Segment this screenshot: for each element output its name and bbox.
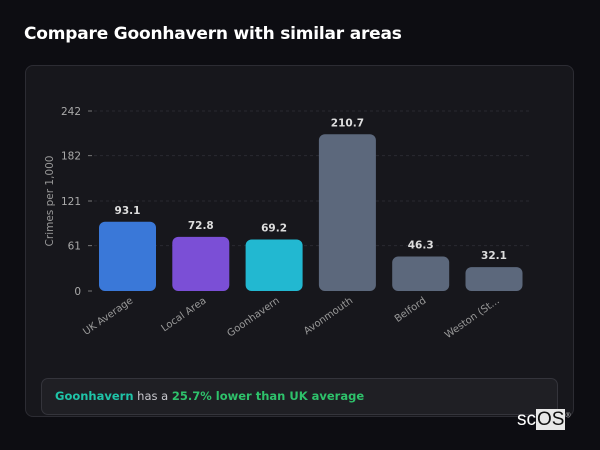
x-tick-label: UK Average [81, 295, 135, 337]
x-tick-label: Avonmouth [302, 295, 355, 337]
page-title: Compare Goonhavern with similar areas [24, 24, 402, 44]
x-tick-label: Belford [393, 295, 429, 324]
scos-logo: scOS® [517, 409, 571, 431]
y-tick-label: 121 [61, 196, 81, 208]
bar-5 [465, 267, 523, 291]
summary-area: Goonhavern [55, 389, 134, 403]
summary-text: has a [133, 389, 172, 403]
bar-0 [99, 221, 156, 291]
bar-4 [392, 256, 450, 291]
y-axis-label: Crimes per 1,000 [44, 156, 56, 247]
y-tick-label: 61 [68, 241, 81, 253]
bar-2 [245, 239, 303, 291]
y-tick-label: 182 [61, 151, 81, 163]
summary-highlight: 25.7% lower than UK average [171, 389, 365, 403]
logo-suffix: OS [536, 409, 566, 430]
logo-prefix: sc [517, 409, 536, 430]
data-label: 210.7 [331, 117, 364, 129]
data-label: 69.2 [261, 223, 287, 235]
x-tick-label: Goonhavern [225, 295, 281, 339]
y-tick-label: 242 [61, 106, 81, 118]
logo-mark: ® [565, 412, 571, 420]
x-tick-label: Local Area [160, 295, 209, 334]
comparison-summary: Goonhavern has a 25.7% lower than UK ave… [41, 378, 558, 415]
bar-3 [318, 134, 376, 291]
data-label: 32.1 [481, 250, 507, 262]
bar-1 [172, 236, 230, 291]
data-label: 46.3 [408, 240, 434, 252]
x-tick-label: Weston (St... [443, 295, 502, 341]
data-label: 93.1 [115, 205, 141, 217]
data-label: 72.8 [188, 220, 214, 232]
y-tick-label: 0 [74, 286, 81, 298]
